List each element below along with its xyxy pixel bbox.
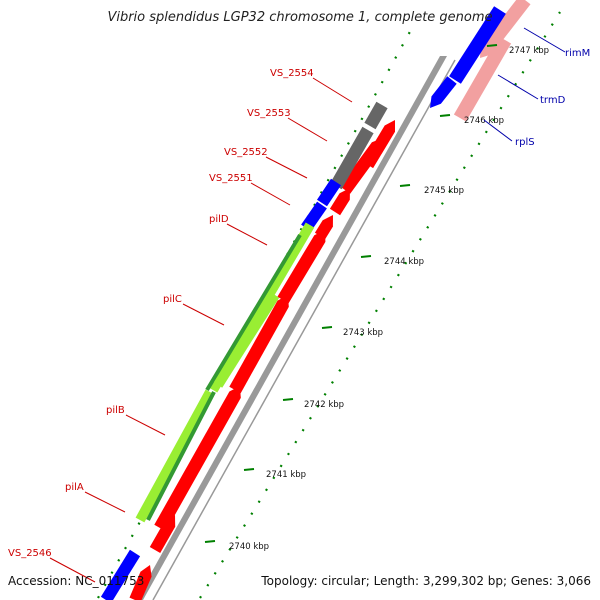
- label-leader-lines: [49, 27, 566, 583]
- gene-pilc-green: [213, 292, 280, 388]
- gene-arrow-red: [329, 188, 350, 216]
- gene-arrow-red: [129, 565, 152, 600]
- gene-label-pild: pilD: [209, 214, 229, 225]
- gene-label-pilc: pilC: [163, 294, 182, 305]
- scale-tick-mark: [486, 44, 498, 47]
- gene-label-pila: pilA: [65, 482, 84, 493]
- scale-tick-label: 2746 kbp: [464, 116, 504, 126]
- leader-line-pild: [226, 223, 268, 246]
- scale-tick-mark: [360, 255, 372, 258]
- leader-line-trmd: [497, 74, 539, 100]
- gene-label-pilb: pilB: [106, 405, 125, 416]
- leader-line-pilc: [182, 303, 225, 326]
- gene-arrow-red: [149, 515, 176, 553]
- gene-pilb-green: [135, 389, 215, 523]
- sequence-backbone: [136, 56, 456, 600]
- scale-tick-label: 2741 kbp: [266, 470, 306, 480]
- scale-tick-mark: [282, 398, 294, 401]
- leader-line-pilb: [125, 414, 166, 436]
- gene-label-vs_2553: VS_2553: [247, 108, 291, 119]
- scale-tick-mark: [204, 540, 216, 543]
- gene-labels: VS_2554 VS_2553 VS_2552 VS_2551 pilD pilC pilB…: [8, 48, 590, 559]
- scale-tick-label: 2740 kbp: [229, 542, 269, 552]
- scale-tick-mark: [243, 468, 255, 471]
- gene-label-rpls: rplS: [515, 137, 535, 148]
- gene-label-trmd: trmD: [540, 95, 566, 106]
- map-title: Vibrio splendidus LGP32 chromosome 1, co…: [107, 10, 493, 25]
- accession-label: Accession: NC_011753: [8, 574, 145, 588]
- inner-dotted-guide: [199, 11, 561, 599]
- gene-rimm-pink: [480, 0, 531, 58]
- gene-features: [100, 0, 531, 600]
- gene-label-vs_2554: VS_2554: [270, 68, 314, 79]
- leader-line-pila: [84, 491, 126, 513]
- scale-tick-mark: [439, 114, 451, 117]
- gene-label-vs_2551: VS_2551: [209, 173, 253, 184]
- leader-line-rimm: [523, 27, 566, 53]
- scale-tick-label: 2743 kbp: [343, 328, 383, 338]
- scale-tick-mark: [321, 326, 333, 329]
- scale-tick-label: 2742 kbp: [304, 400, 344, 410]
- gene-arrow-red: [154, 386, 241, 532]
- leader-line-vs_2552: [265, 156, 308, 179]
- backbone-band: [136, 56, 447, 600]
- scale-ticks: 2740 kbp 2741 kbp 2742 kbp 2743 kbp 2744 kbp…: [204, 44, 549, 552]
- gene-trmd-pink: [453, 36, 512, 122]
- gene-label-rimm: rimM: [565, 48, 590, 59]
- gene-blue-mid: [430, 76, 457, 108]
- scale-tick-mark: [399, 184, 411, 187]
- topology-label: Topology: circular; Length: 3,299,302 bp…: [261, 574, 591, 588]
- scale-tick-label: 2745 kbp: [424, 186, 464, 196]
- gene-arrow-red: [229, 295, 289, 394]
- gene-vs2546-blue: [100, 549, 141, 600]
- leader-line-vs_2553: [287, 117, 328, 142]
- leader-line-vs_2554: [312, 77, 353, 103]
- scale-tick-label: 2747 kbp: [509, 46, 549, 56]
- gene-pilb-green-stripe: [146, 391, 216, 521]
- leader-line-rpls: [483, 119, 513, 142]
- gene-arrow-red: [277, 230, 326, 304]
- gene-vs2554-gray: [364, 101, 388, 130]
- leader-line-vs_2546: [49, 557, 96, 583]
- gene-label-vs_2552: VS_2552: [224, 147, 268, 158]
- gene-vs2553-gray: [330, 126, 374, 190]
- gene-blue-top: [449, 6, 506, 84]
- backbone-edge: [152, 59, 456, 600]
- gene-pild-green-stripe: [205, 234, 302, 391]
- gene-arrow-red: [339, 138, 383, 194]
- leader-line-vs_2551: [250, 182, 291, 206]
- scale-tick-label: 2744 kbp: [384, 257, 424, 267]
- gene-vs2552-blue: [317, 178, 341, 207]
- gene-label-vs_2546: VS_2546: [8, 548, 52, 559]
